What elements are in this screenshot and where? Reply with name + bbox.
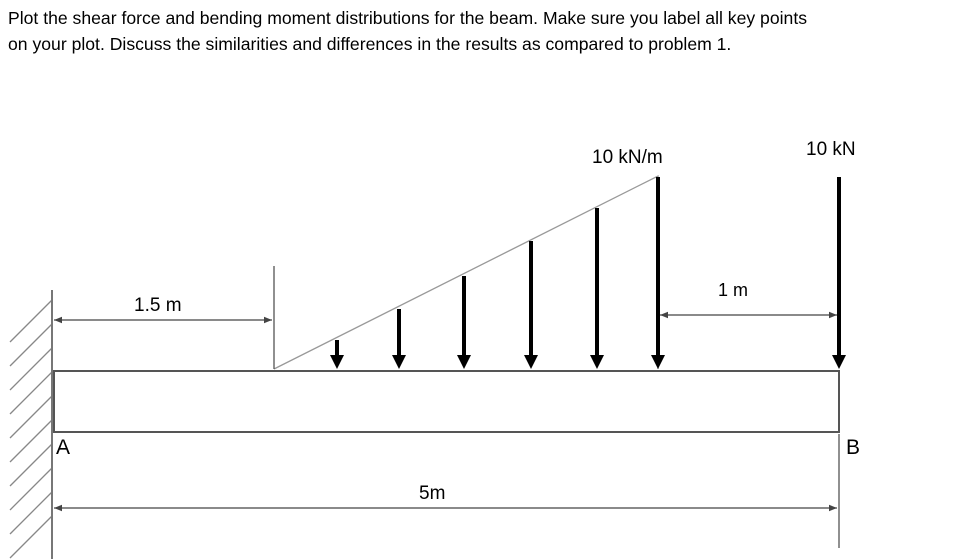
dimension-label-1-5m: 1.5 m [134, 295, 182, 316]
fixed-support-hatch [9, 299, 53, 559]
distributed-load-label: 10 kN/m [592, 147, 663, 168]
point-b-label: B [846, 436, 860, 459]
beam [53, 370, 840, 433]
dimension-label-1m: 1 m [718, 280, 748, 300]
load-arrow [457, 276, 471, 369]
problem-line-2: on your plot. Discuss the similarities a… [8, 34, 732, 54]
point-load-arrow [832, 177, 846, 369]
point-load-label: 10 kN [806, 139, 856, 160]
load-arrow [651, 177, 665, 369]
load-arrow [330, 340, 344, 369]
point-a-label: A [56, 436, 70, 459]
load-arrow [392, 309, 406, 369]
load-arrow [524, 241, 538, 369]
load-arrow [590, 208, 604, 369]
problem-line-1: Plot the shear force and bending moment … [8, 8, 808, 28]
problem-statement: Plot the shear force and bending moment … [8, 5, 956, 57]
dimension-label-5m: 5m [419, 483, 445, 504]
distributed-load-arrows [330, 177, 665, 369]
